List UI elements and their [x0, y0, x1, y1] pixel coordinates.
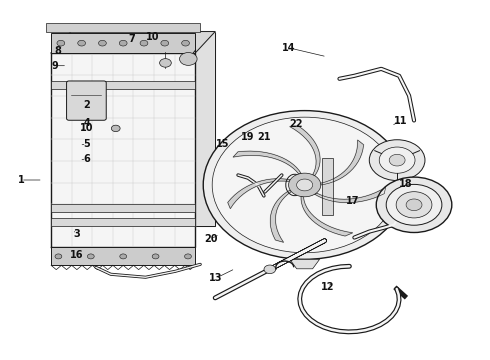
- Polygon shape: [51, 53, 196, 247]
- Circle shape: [296, 179, 313, 191]
- Bar: [51, 33, 196, 53]
- Polygon shape: [270, 190, 291, 242]
- Text: 1: 1: [18, 175, 24, 185]
- Circle shape: [55, 254, 62, 259]
- Text: 7: 7: [128, 34, 135, 44]
- Polygon shape: [290, 259, 319, 269]
- Text: 11: 11: [394, 116, 408, 126]
- Circle shape: [379, 147, 415, 173]
- Text: 10: 10: [80, 123, 94, 133]
- Text: 17: 17: [345, 197, 359, 206]
- Circle shape: [185, 254, 192, 259]
- Circle shape: [120, 254, 126, 259]
- Circle shape: [389, 154, 405, 166]
- Circle shape: [203, 111, 406, 259]
- Circle shape: [140, 40, 148, 46]
- Circle shape: [78, 40, 86, 46]
- Circle shape: [160, 59, 172, 67]
- Polygon shape: [71, 32, 215, 226]
- Circle shape: [111, 125, 120, 132]
- Text: 21: 21: [258, 132, 271, 142]
- Text: 13: 13: [209, 273, 222, 283]
- Circle shape: [396, 192, 432, 218]
- Bar: [51, 204, 196, 212]
- Polygon shape: [228, 179, 290, 209]
- Text: 22: 22: [290, 118, 303, 129]
- Text: 12: 12: [321, 282, 335, 292]
- Circle shape: [161, 40, 169, 46]
- Text: 19: 19: [241, 132, 254, 142]
- Text: 14: 14: [282, 43, 295, 53]
- Text: 5: 5: [83, 139, 90, 149]
- Polygon shape: [51, 32, 215, 53]
- Circle shape: [376, 177, 452, 233]
- Text: 2: 2: [83, 100, 90, 110]
- Polygon shape: [315, 187, 386, 203]
- Text: 16: 16: [70, 250, 84, 260]
- Polygon shape: [290, 126, 320, 176]
- Circle shape: [182, 40, 190, 46]
- Circle shape: [179, 53, 197, 66]
- Bar: [51, 247, 196, 265]
- Circle shape: [57, 40, 65, 46]
- Circle shape: [212, 117, 397, 253]
- FancyBboxPatch shape: [67, 81, 106, 120]
- Text: 6: 6: [83, 154, 90, 163]
- Text: 8: 8: [54, 46, 61, 57]
- Text: 9: 9: [51, 61, 58, 71]
- Polygon shape: [233, 151, 301, 174]
- Polygon shape: [301, 197, 353, 236]
- Text: 10: 10: [146, 32, 159, 42]
- Circle shape: [369, 140, 425, 181]
- Text: 18: 18: [399, 179, 413, 189]
- Bar: [51, 218, 196, 226]
- Circle shape: [386, 184, 442, 225]
- Text: 20: 20: [204, 234, 218, 244]
- Bar: [46, 23, 200, 32]
- Text: 15: 15: [216, 139, 230, 149]
- Bar: [51, 81, 196, 89]
- Circle shape: [98, 40, 106, 46]
- Text: 3: 3: [74, 229, 80, 239]
- Circle shape: [264, 265, 276, 274]
- Circle shape: [119, 40, 127, 46]
- Bar: [321, 158, 334, 215]
- Circle shape: [87, 254, 94, 259]
- Polygon shape: [321, 140, 364, 185]
- Circle shape: [152, 254, 159, 259]
- Text: 4: 4: [83, 118, 90, 128]
- Circle shape: [406, 199, 422, 211]
- Circle shape: [289, 173, 321, 197]
